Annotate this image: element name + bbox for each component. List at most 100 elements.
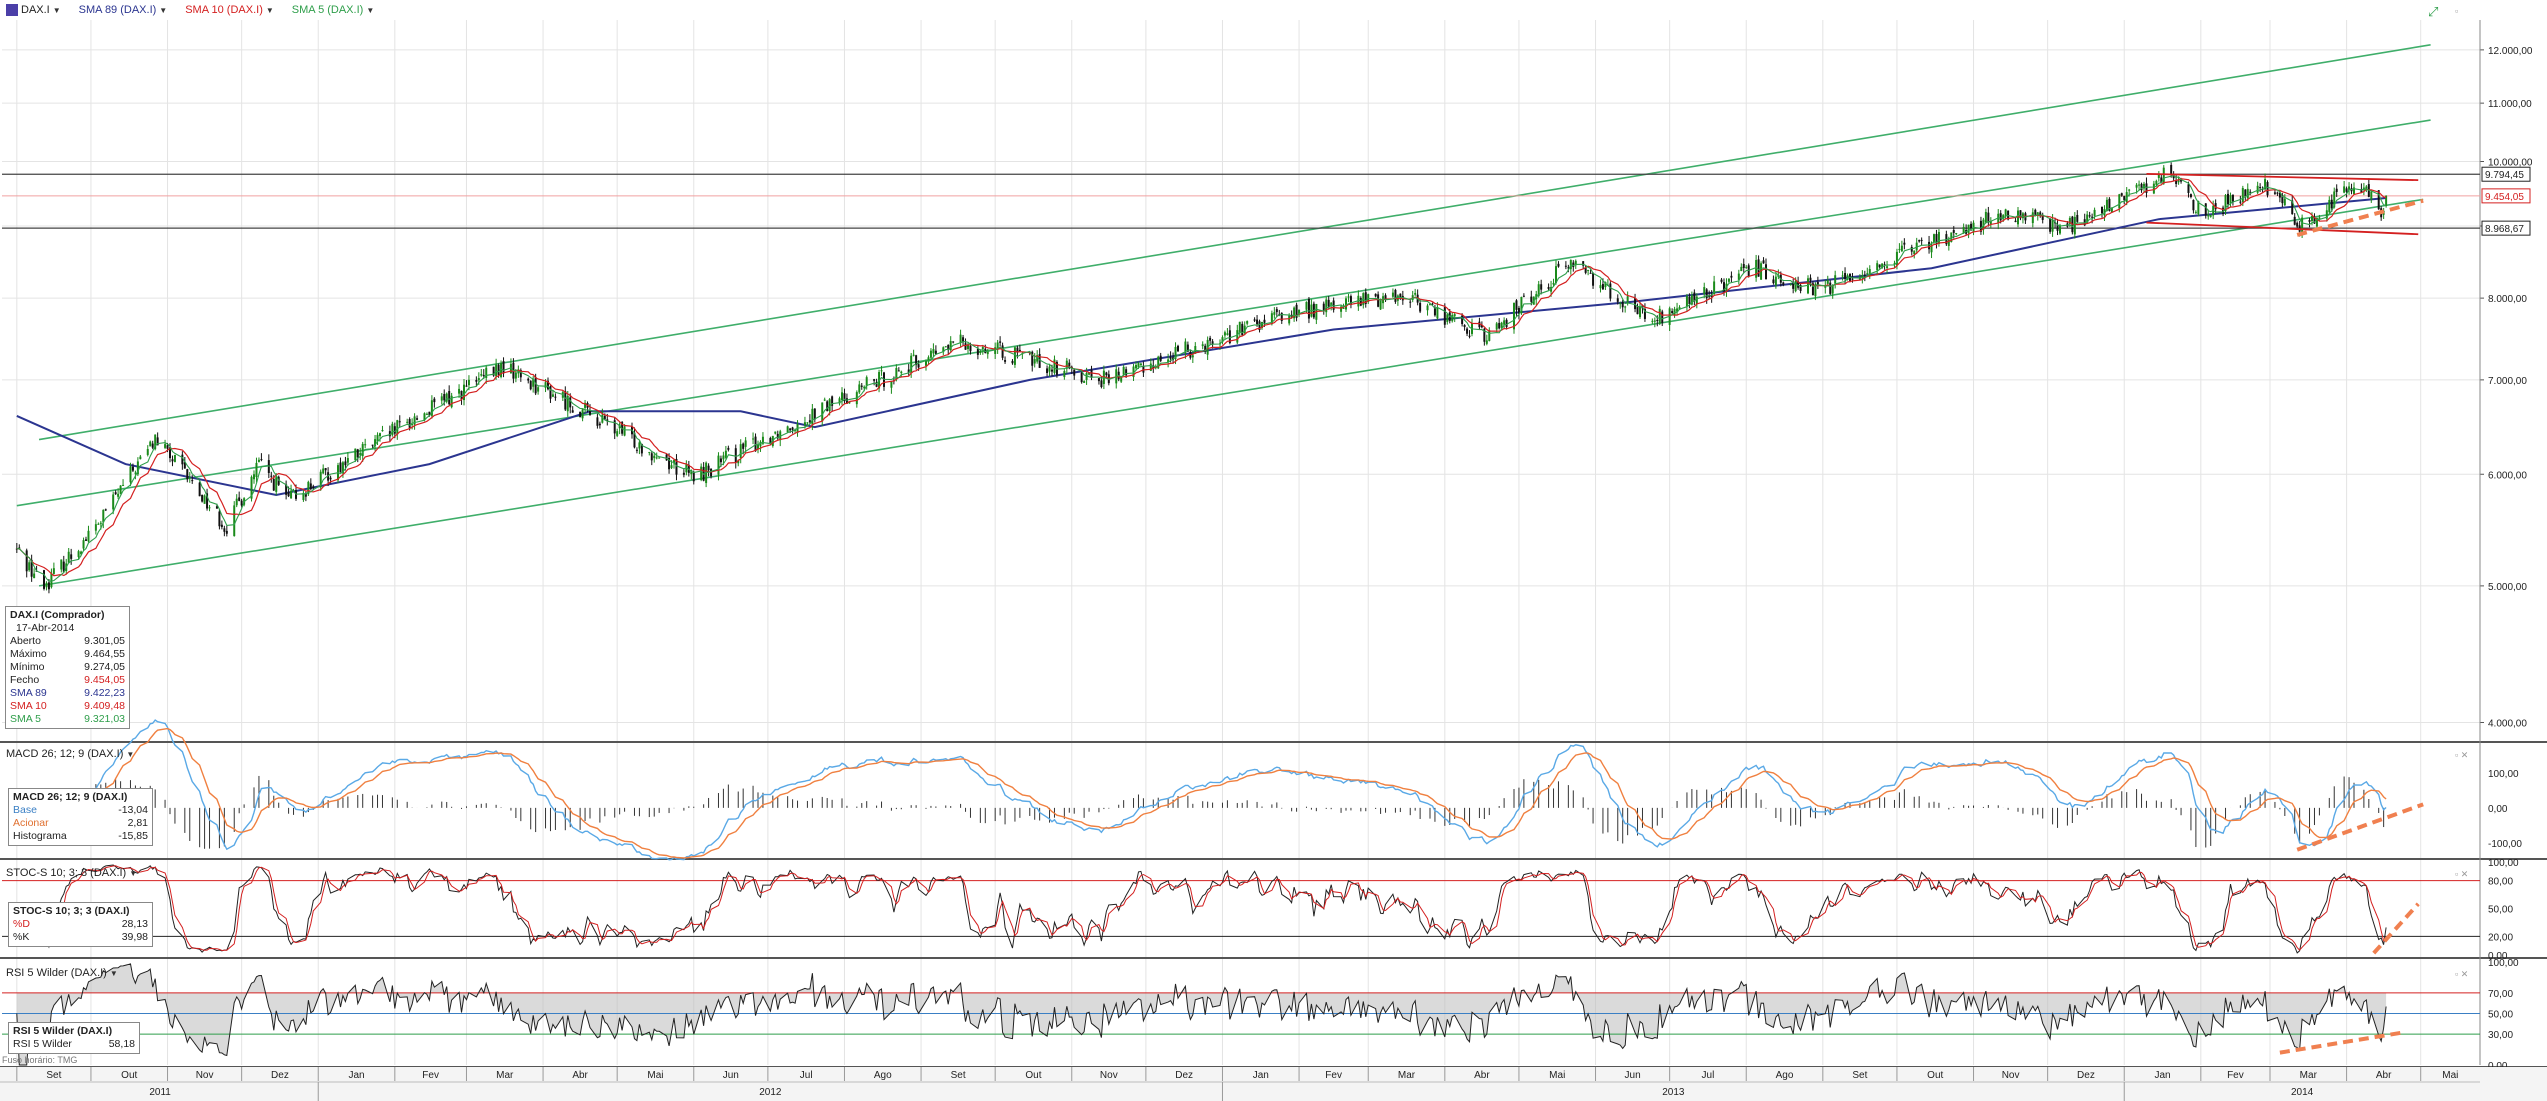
candle-body — [2172, 174, 2175, 179]
candle-body — [544, 382, 547, 388]
candle-body — [97, 523, 100, 525]
candle-body — [1658, 308, 1661, 324]
macd-panel-title[interactable]: MACD 26; 12; 9 (DAX.I) ▼ — [6, 748, 135, 760]
candle-body — [1226, 333, 1229, 335]
candle-body — [1841, 275, 1844, 277]
candle-body — [1184, 341, 1187, 354]
candle-body — [757, 444, 759, 449]
restore-icon[interactable]: ▫ — [2455, 6, 2459, 16]
candle-body — [1483, 328, 1486, 342]
symbol-selector[interactable]: DAX.I ▼ — [6, 4, 61, 16]
candle-body — [60, 559, 63, 570]
stoch-panel-title[interactable]: STOC-S 10; 3; 3 (DAX.I) ▼ — [6, 867, 138, 879]
candle-body — [122, 484, 125, 486]
candle-body — [841, 392, 843, 401]
candle-body — [77, 551, 80, 557]
macd-dashed-trend-line — [2296, 802, 2424, 852]
candle-body — [169, 447, 171, 459]
candle-body — [962, 337, 965, 342]
candle-body — [1661, 311, 1664, 323]
month-label: Out — [121, 1070, 137, 1081]
candle-body — [2145, 183, 2148, 193]
infobox-row: SMA 5 9.321,03 — [10, 713, 125, 725]
panel-controls-icon[interactable]: ▫ ✕ — [2455, 869, 2469, 879]
candle-body — [581, 409, 584, 419]
infobox-row: Fecho 9.454,05 — [10, 674, 125, 686]
candle-body — [2002, 215, 2005, 220]
month-label: Mar — [1398, 1070, 1416, 1081]
candle-body — [1789, 284, 1792, 286]
candle-body — [2266, 182, 2269, 196]
candle-body — [1429, 303, 1431, 305]
candle-body — [1349, 296, 1352, 306]
trend-tool-icon[interactable]: ⤢ — [2428, 4, 2439, 19]
candle-body — [146, 449, 149, 455]
candle-body — [1263, 319, 1266, 323]
candle-body — [2264, 179, 2267, 190]
candle-body — [1463, 324, 1466, 328]
candle-body — [759, 441, 762, 447]
rsi-panel-title[interactable]: RSI 5 Wilder (DAX.I) ▼ — [6, 967, 118, 979]
candle-body — [1997, 213, 2000, 224]
candle-body — [648, 451, 651, 453]
candle-body — [623, 426, 626, 436]
rsi-tick-label: 70,00 — [2488, 989, 2513, 1000]
panel-controls-icon[interactable]: ▫ ✕ — [2455, 969, 2469, 979]
candle-body — [739, 444, 742, 458]
candle-body — [2249, 191, 2252, 193]
candle-body — [1950, 232, 1953, 243]
candle-body — [2039, 212, 2042, 216]
candle-body — [1656, 320, 1659, 322]
candle-body — [811, 408, 814, 425]
candle-body — [1347, 296, 1350, 298]
candle-body — [1984, 211, 1987, 223]
candle-body — [1772, 279, 1775, 284]
candle-body — [2177, 179, 2180, 183]
candle-body — [423, 413, 426, 421]
candle-body — [33, 573, 36, 579]
candle-body — [845, 398, 848, 404]
candle-body — [1809, 277, 1812, 281]
candle-body — [448, 390, 451, 405]
candle-body — [465, 385, 468, 387]
candle-body — [1653, 320, 1656, 322]
panel-controls-icon[interactable]: ▫ ✕ — [2455, 750, 2469, 760]
sma89-selector[interactable]: SMA 89 (DAX.I) ▼ — [79, 4, 168, 16]
candle-body — [1280, 312, 1283, 321]
candle-body — [1564, 265, 1567, 267]
candle-body — [1811, 283, 1814, 296]
candle-body — [1567, 267, 1570, 269]
candle-body — [290, 490, 293, 499]
candle-body — [30, 559, 33, 577]
candle-body — [272, 478, 275, 491]
candle-body — [1414, 292, 1417, 295]
month-label: Mai — [647, 1070, 663, 1081]
candle-body — [700, 466, 703, 481]
rsi-tick-label: 50,00 — [2488, 1010, 2513, 1021]
candle-body — [1930, 244, 1933, 253]
candle-body — [2068, 217, 2071, 224]
sma5-selector[interactable]: SMA 5 (DAX.I) ▼ — [292, 4, 374, 16]
candle-body — [502, 361, 505, 374]
candle-body — [2187, 184, 2190, 193]
candle-body — [1236, 330, 1239, 343]
candle-body — [359, 453, 362, 456]
candle-body — [104, 509, 107, 511]
sma10-selector[interactable]: SMA 10 (DAX.I) ▼ — [185, 4, 274, 16]
candle-body — [2110, 207, 2113, 213]
candle-body — [890, 381, 893, 388]
channel-line-lower — [38, 198, 2424, 587]
candle-body — [47, 582, 50, 590]
candle-body — [1120, 377, 1123, 382]
infobox-row: Aberto 9.301,05 — [10, 635, 125, 647]
candle-body — [1868, 269, 1871, 277]
candle-body — [537, 387, 540, 392]
candle-body — [304, 493, 307, 497]
candle-body — [151, 443, 154, 448]
stoch-d-line — [16, 865, 2387, 952]
candle-body — [1261, 321, 1263, 329]
candle-body — [1866, 273, 1869, 275]
candle-body — [1443, 307, 1446, 325]
candle-body — [2157, 174, 2160, 178]
